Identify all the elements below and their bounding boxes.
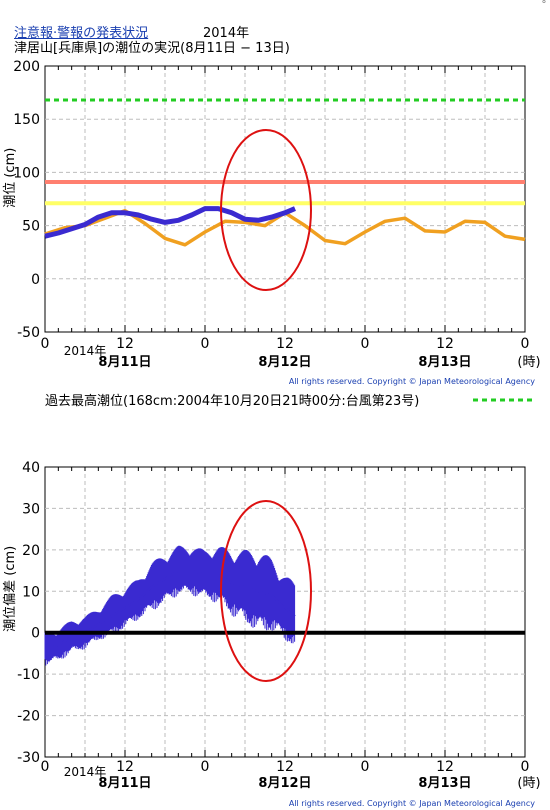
copyright-text: All rights reserved. Copyright © Japan M… [289,799,535,808]
y-tick-label: -20 [17,709,40,725]
corner-mark: ₒ [542,0,546,6]
y-tick-label: 30 [22,501,40,517]
x-tick-label: 12 [276,336,294,352]
x-tick-label: 12 [436,759,454,775]
warning-status-link[interactable]: 注意報·警報の発表状況 [14,26,149,41]
date-label: 8月13日 [418,355,471,370]
series-2-line [44,206,296,239]
y-tick-label: -30 [17,750,40,766]
copyright-text: All rights reserved. Copyright © Japan M… [289,377,535,386]
x-tick-label: 0 [41,336,50,352]
date-label: 8月11日 [98,776,151,791]
y-tick-label: -50 [17,325,40,341]
y-tick-label: 100 [13,165,40,181]
x-tick-label: 0 [521,759,530,775]
y-tick-label: 40 [22,460,40,476]
date-label: 8月13日 [418,776,471,791]
year-label: 2014年 [64,344,107,358]
legend-label: 過去最高潮位(168cm:2004年10月20日21時00分:台風第23号) [45,393,419,409]
date-label: 8月12日 [258,355,311,370]
y-tick-label: 200 [13,59,40,75]
highlight-ellipse [220,500,312,682]
y-axis-label: 潮位 (cm) [3,148,18,208]
chart-1 [44,65,533,402]
x-tick-label: 12 [276,759,294,775]
page-title: 津居山[兵庫県]の潮位の実況(8月11日 − 13日) [14,41,290,56]
x-tick-label: 0 [361,759,370,775]
x-tick-label: 12 [436,336,454,352]
date-label: 8月11日 [98,355,151,370]
x-tick-label: 0 [201,759,210,775]
header-year: 2014年 [203,26,250,41]
y-tick-label: 20 [22,543,40,559]
x-tick-label: 0 [41,759,50,775]
x-tick-label: 0 [521,336,530,352]
year-label: 2014年 [64,765,107,779]
y-tick-label: 150 [13,112,40,128]
chart-2 [44,466,526,758]
y-tick-label: 10 [22,584,40,600]
x-tick-label: 0 [201,336,210,352]
y-axis-label: 潮位偏差 (cm) [3,546,18,632]
date-label: 8月12日 [258,776,311,791]
y-tick-label: 50 [22,219,40,235]
x-tick-label: 0 [361,336,370,352]
x-unit-label: (時) [517,776,540,791]
y-tick-label: 0 [31,272,40,288]
x-unit-label: (時) [517,355,540,370]
x-tick-label: 12 [116,759,134,775]
y-tick-label: -10 [17,667,40,683]
y-tick-label: 0 [31,626,40,642]
x-tick-label: 12 [116,336,134,352]
highlight-ellipse [220,129,312,291]
